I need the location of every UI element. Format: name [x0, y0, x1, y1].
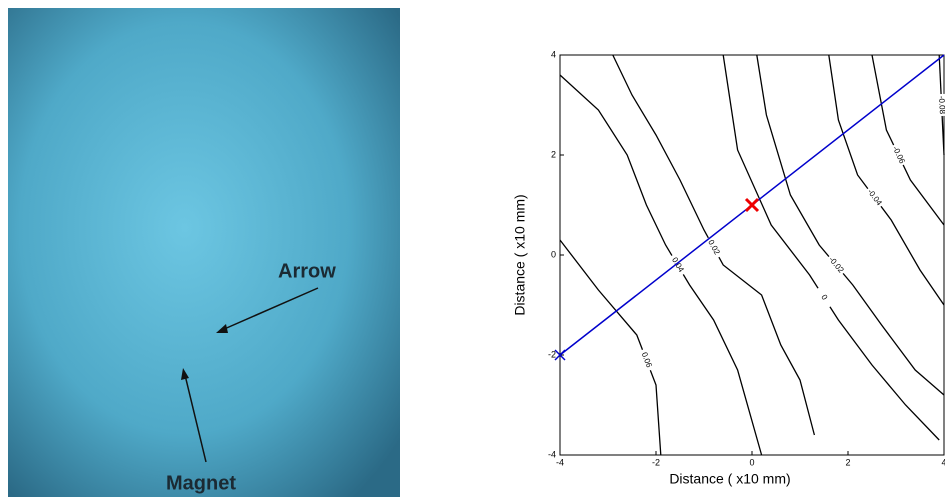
- y-tick-label: -2: [548, 349, 556, 359]
- contour-line: [756, 54, 945, 396]
- contour-label-bg: [936, 93, 945, 117]
- magnet-marker: [744, 197, 760, 213]
- contour-label-bg: [667, 252, 688, 278]
- x-tick-label: 2: [845, 457, 850, 467]
- x-tick-label: -4: [556, 457, 564, 467]
- contour-label: 0: [819, 293, 829, 302]
- contour-line: [828, 54, 945, 306]
- x-tick-label: -2: [652, 457, 660, 467]
- axes-box: [559, 54, 945, 456]
- magnet-head: [181, 368, 189, 380]
- xray: [8, 8, 400, 497]
- contour-line: [559, 239, 662, 456]
- contour-label-bg: [889, 142, 908, 168]
- contour-label-bg: [637, 347, 656, 373]
- x-tick-label: 4: [941, 457, 945, 467]
- arrow-pointer: [221, 287, 319, 331]
- x-tick-label: 0: [749, 457, 754, 467]
- x-axis-label: Distance ( x10 mm): [669, 471, 790, 487]
- start-marker: [554, 349, 566, 361]
- arrow-head: [216, 324, 228, 333]
- y-tick-label: 4: [551, 49, 556, 59]
- contour-label-bg: [703, 235, 724, 260]
- annotation: Arrow: [278, 260, 336, 282]
- contour-plot: -4 -2 0 2 4 -4 -2 0 2 4 Distance ( x10 mm) Distance…: [512, 49, 945, 487]
- contour-label-bg: [825, 253, 847, 277]
- contour-line: [559, 74, 763, 456]
- contour-label-bg: [813, 285, 835, 310]
- contour-label-bg: [863, 185, 885, 210]
- y-axis-label: Distance ( x10 mm): [512, 194, 528, 315]
- magnet-pointer: [184, 374, 207, 463]
- annotation: Magnet: [166, 472, 236, 494]
- contour-label: -0.08: [937, 96, 945, 115]
- y-tick-label: 0: [551, 249, 556, 259]
- xray-image: Arrow Magnet: [8, 8, 400, 497]
- y-tick-label: -4: [548, 449, 556, 459]
- y-tick-label: 2: [551, 149, 556, 159]
